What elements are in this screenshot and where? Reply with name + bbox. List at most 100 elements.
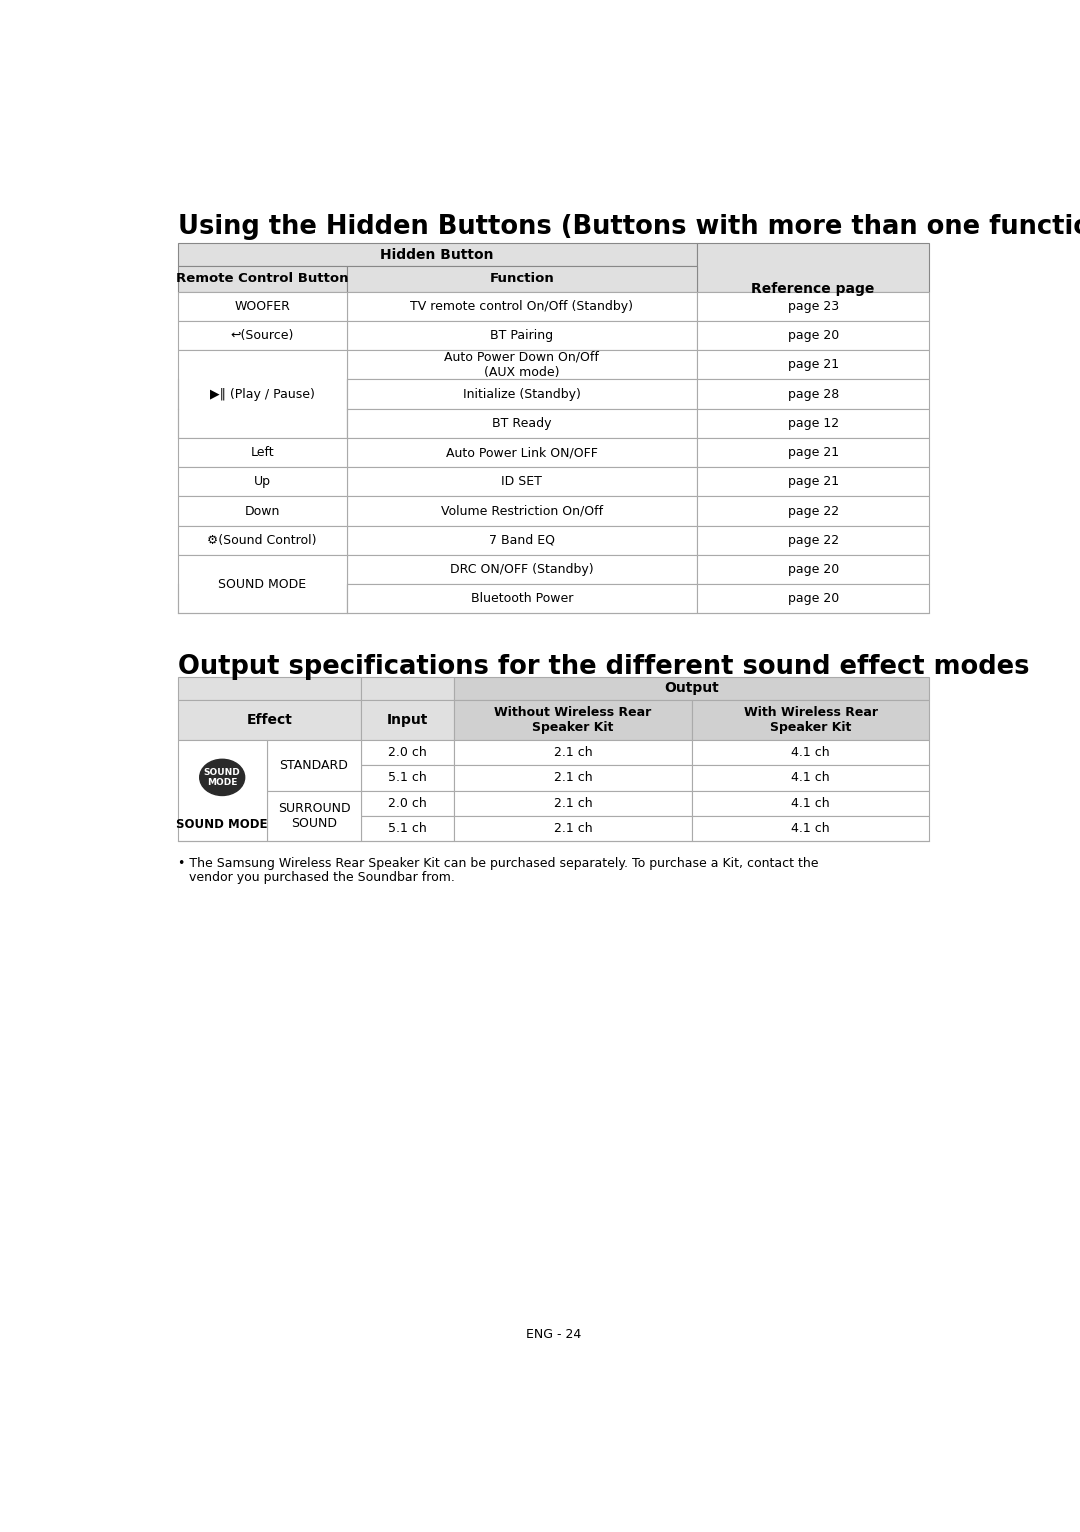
Bar xyxy=(362,700,455,740)
Bar xyxy=(697,438,930,467)
Text: Function: Function xyxy=(489,273,554,285)
Text: SURROUND
SOUND: SURROUND SOUND xyxy=(278,803,350,830)
Text: 5.1 ch: 5.1 ch xyxy=(389,823,428,835)
Text: Output specifications for the different sound effect modes: Output specifications for the different … xyxy=(177,654,1029,680)
Bar xyxy=(697,555,930,584)
Bar xyxy=(177,291,347,320)
Text: Volume Restriction On/Off: Volume Restriction On/Off xyxy=(441,504,603,518)
Text: WOOFER: WOOFER xyxy=(234,300,291,313)
Text: SOUND MODE: SOUND MODE xyxy=(218,578,306,591)
Text: ▶‖ (Play / Pause): ▶‖ (Play / Pause) xyxy=(210,388,314,400)
Bar xyxy=(267,791,362,841)
Bar xyxy=(347,525,697,555)
Text: Initialize (Standby): Initialize (Standby) xyxy=(463,388,581,400)
Bar xyxy=(692,700,930,740)
Bar xyxy=(692,740,930,764)
Text: Down: Down xyxy=(244,504,280,518)
Bar xyxy=(697,291,930,320)
Bar xyxy=(177,244,697,267)
Text: 2.1 ch: 2.1 ch xyxy=(554,772,593,784)
Bar xyxy=(347,584,697,613)
Bar xyxy=(177,740,267,841)
Bar xyxy=(697,380,930,409)
Bar xyxy=(362,740,455,764)
Text: page 28: page 28 xyxy=(787,388,839,400)
Bar xyxy=(347,320,697,351)
Text: Left: Left xyxy=(251,446,274,460)
Text: 2.0 ch: 2.0 ch xyxy=(389,797,428,810)
Bar xyxy=(177,525,347,555)
Text: Reference page: Reference page xyxy=(752,282,875,296)
Text: Output: Output xyxy=(664,682,719,696)
Text: page 22: page 22 xyxy=(787,504,839,518)
Text: page 20: page 20 xyxy=(787,564,839,576)
Text: 2.1 ch: 2.1 ch xyxy=(554,823,593,835)
Bar xyxy=(347,351,697,380)
Text: Input: Input xyxy=(387,712,429,726)
Text: ENG - 24: ENG - 24 xyxy=(526,1328,581,1340)
Text: 2.1 ch: 2.1 ch xyxy=(554,797,593,810)
Bar xyxy=(177,700,362,740)
Text: 4.1 ch: 4.1 ch xyxy=(792,772,829,784)
Bar xyxy=(362,677,455,700)
Text: ⚙(Sound Control): ⚙(Sound Control) xyxy=(207,533,316,547)
Text: page 22: page 22 xyxy=(787,533,839,547)
Text: Up: Up xyxy=(254,475,271,489)
Bar xyxy=(362,817,455,841)
Bar xyxy=(455,700,692,740)
Bar xyxy=(697,244,930,291)
Text: SOUND MODE: SOUND MODE xyxy=(176,818,268,830)
Text: Auto Power Down On/Off
(AUX mode): Auto Power Down On/Off (AUX mode) xyxy=(444,351,599,378)
Text: SOUND
MODE: SOUND MODE xyxy=(204,768,241,787)
Bar xyxy=(692,817,930,841)
Text: TV remote control On/Off (Standby): TV remote control On/Off (Standby) xyxy=(410,300,633,313)
Text: page 20: page 20 xyxy=(787,329,839,342)
Bar xyxy=(177,677,362,700)
Text: Using the Hidden Buttons (Buttons with more than one function): Using the Hidden Buttons (Buttons with m… xyxy=(177,214,1080,241)
Text: 7 Band EQ: 7 Band EQ xyxy=(489,533,555,547)
Text: ID SET: ID SET xyxy=(501,475,542,489)
Text: Remote Control Button: Remote Control Button xyxy=(176,273,349,285)
Text: Effect: Effect xyxy=(246,712,293,726)
Text: page 21: page 21 xyxy=(787,358,839,371)
Bar xyxy=(347,267,697,291)
Bar xyxy=(362,764,455,791)
Text: 4.1 ch: 4.1 ch xyxy=(792,746,829,758)
Bar xyxy=(347,409,697,438)
Text: page 21: page 21 xyxy=(787,475,839,489)
Bar xyxy=(697,409,930,438)
Bar xyxy=(177,467,347,496)
Text: BT Ready: BT Ready xyxy=(492,417,552,430)
Text: page 12: page 12 xyxy=(787,417,839,430)
Text: page 20: page 20 xyxy=(787,593,839,605)
Bar xyxy=(347,496,697,525)
Bar xyxy=(697,584,930,613)
Bar xyxy=(697,496,930,525)
Text: 5.1 ch: 5.1 ch xyxy=(389,772,428,784)
Bar xyxy=(697,525,930,555)
Bar xyxy=(177,438,347,467)
Text: page 23: page 23 xyxy=(787,300,839,313)
Text: BT Pairing: BT Pairing xyxy=(490,329,553,342)
Text: 4.1 ch: 4.1 ch xyxy=(792,823,829,835)
Bar xyxy=(697,351,930,380)
Text: • The Samsung Wireless Rear Speaker Kit can be purchased separately. To purchase: • The Samsung Wireless Rear Speaker Kit … xyxy=(177,856,819,870)
Bar xyxy=(455,764,692,791)
Bar xyxy=(692,764,930,791)
Text: ↩(Source): ↩(Source) xyxy=(230,329,294,342)
Bar xyxy=(177,555,347,613)
Text: Bluetooth Power: Bluetooth Power xyxy=(471,593,572,605)
Text: Hidden Button: Hidden Button xyxy=(380,248,494,262)
Bar xyxy=(362,791,455,817)
Text: vendor you purchased the Soundbar from.: vendor you purchased the Soundbar from. xyxy=(189,870,455,884)
Bar xyxy=(455,791,692,817)
Bar xyxy=(267,740,362,791)
Text: STANDARD: STANDARD xyxy=(280,758,349,772)
Bar xyxy=(177,267,347,291)
Bar xyxy=(455,677,930,700)
Bar xyxy=(177,351,347,438)
Bar xyxy=(455,817,692,841)
Text: 2.0 ch: 2.0 ch xyxy=(389,746,428,758)
Text: Auto Power Link ON/OFF: Auto Power Link ON/OFF xyxy=(446,446,597,460)
Text: 4.1 ch: 4.1 ch xyxy=(792,797,829,810)
